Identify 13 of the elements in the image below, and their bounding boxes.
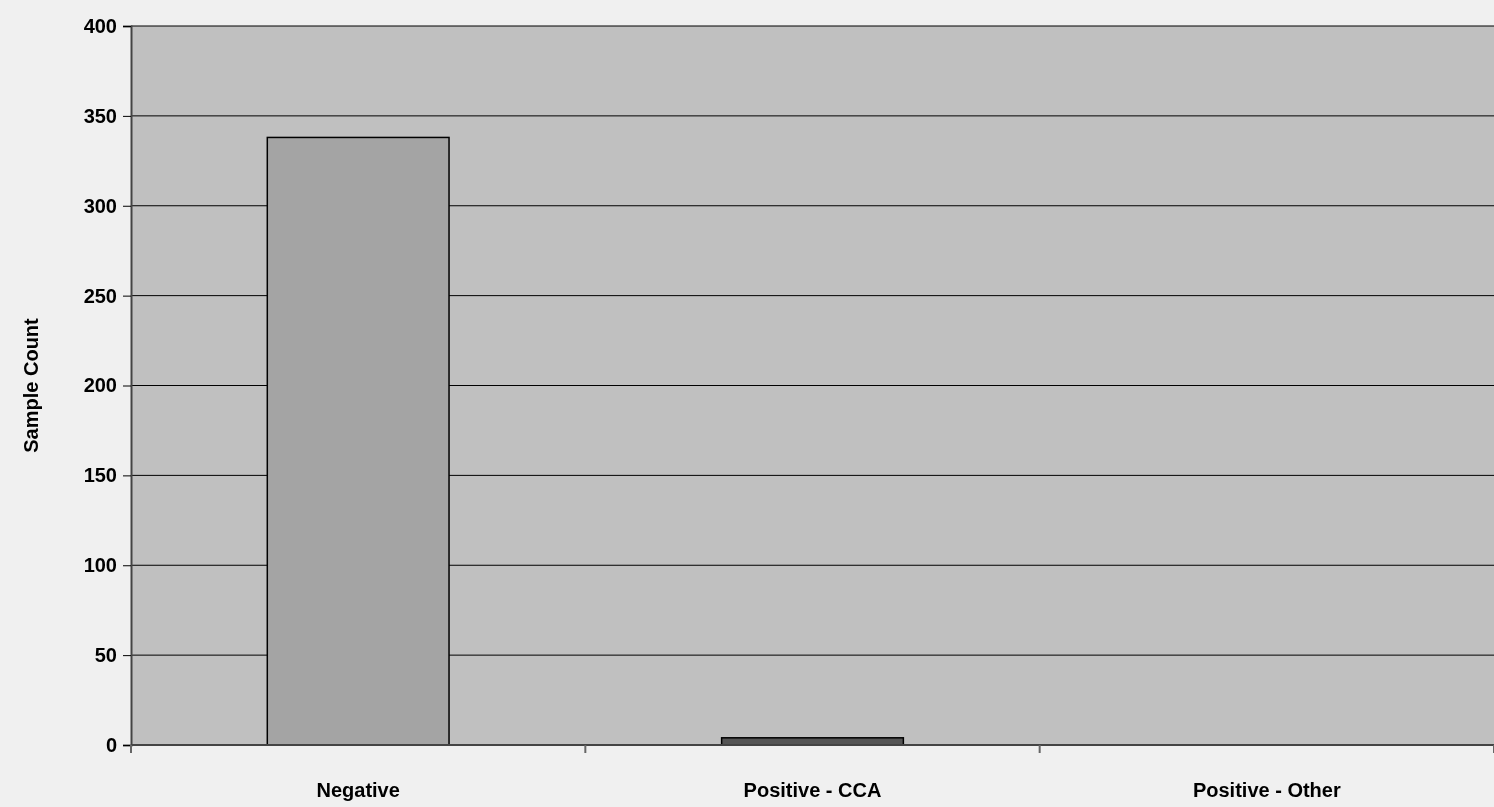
x-tick-label: Positive - CCA [743, 779, 882, 801]
y-tick-label: 150 [83, 464, 117, 487]
y-tick-label: 0 [105, 733, 117, 756]
y-tick-label: 350 [83, 104, 117, 127]
y-tick-label: 50 [94, 644, 117, 667]
y-axis-title: Sample Count [20, 317, 42, 453]
x-tick-label: Negative [316, 779, 400, 801]
y-tick-label: 400 [83, 14, 117, 37]
y-tick-label: 300 [83, 194, 117, 217]
y-tick-label: 100 [83, 554, 117, 577]
y-tick-label: 250 [83, 284, 117, 307]
x-tick-label: Positive - Other [1192, 779, 1341, 801]
y-tick-label: 200 [83, 374, 117, 397]
